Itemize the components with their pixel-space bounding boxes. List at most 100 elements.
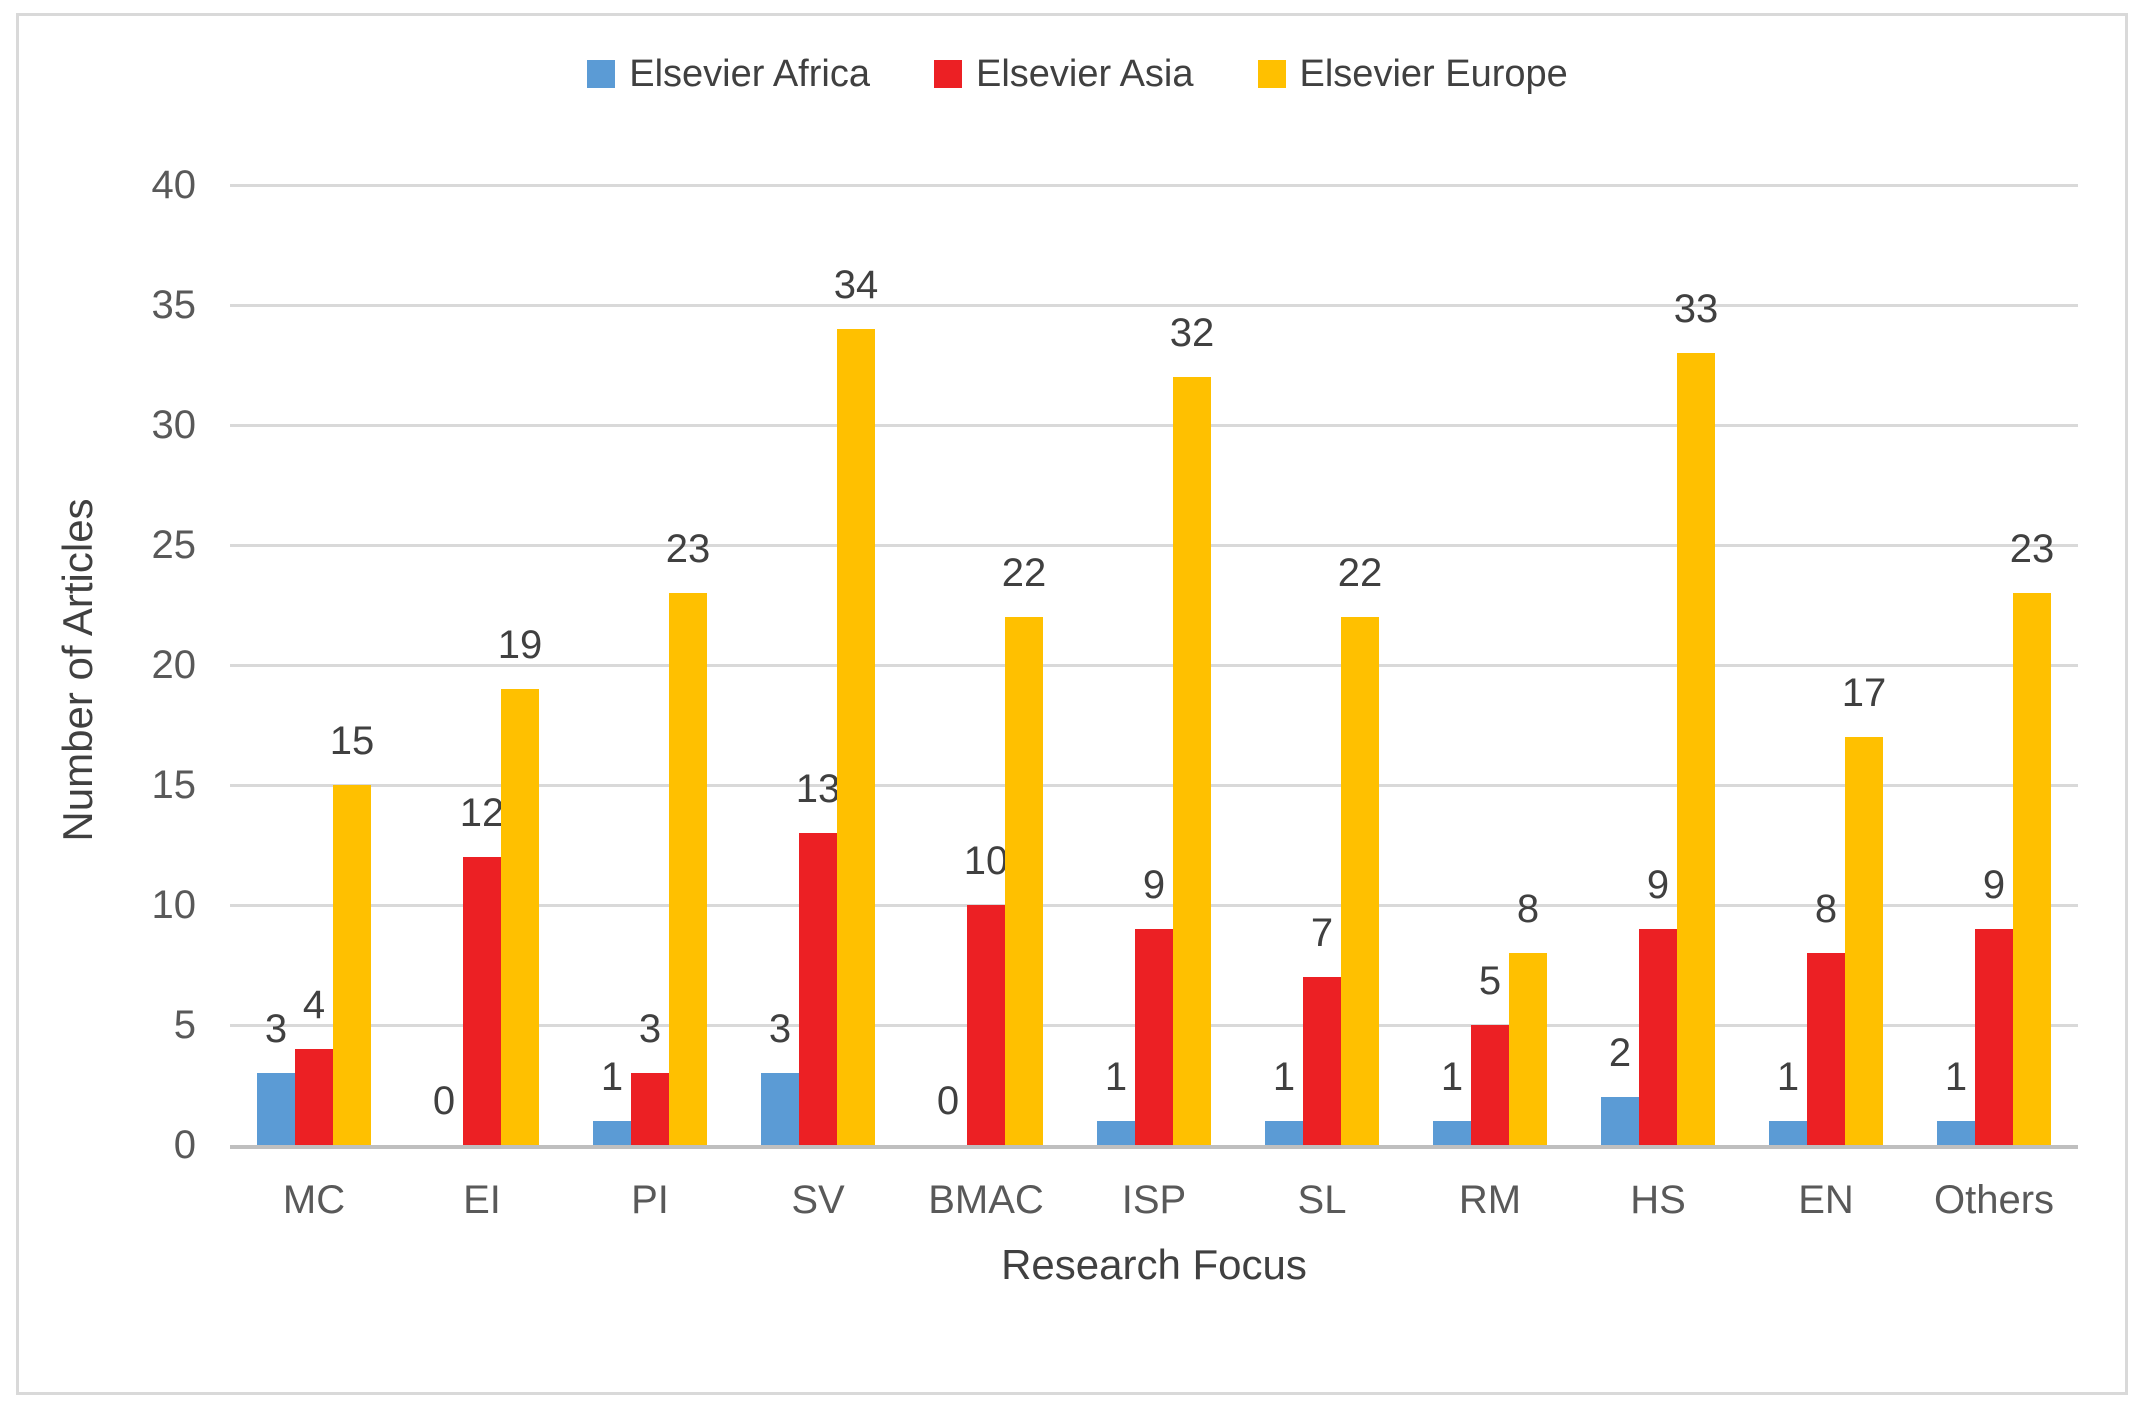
bar-value-label-elsevier-africa-sl: 1 (1272, 1055, 1296, 1099)
x-category-label-en: EN (1798, 1178, 1854, 1222)
bar-elsevier-europe-en (1845, 737, 1883, 1145)
x-category-label-rm: RM (1458, 1178, 1522, 1222)
bar-elsevier-europe-sv (837, 329, 875, 1145)
y-tick-label-25: 25 (151, 523, 197, 567)
legend-label-elsevier-africa: Elsevier Africa (629, 52, 870, 95)
bar-value-label-elsevier-asia-bmac: 10 (963, 839, 1009, 883)
bar-value-label-elsevier-africa-hs: 2 (1608, 1031, 1632, 1075)
bar-elsevier-asia-mc (295, 1049, 333, 1145)
plot-area: 3 4 15 0 12 19 1 3 23 3 13 34 0 10 22 1 9 32 1 7 22 1 5 8 2 9 33 1 8… (230, 161, 2078, 1161)
bar-value-label-elsevier-asia-mc: 4 (302, 983, 326, 1027)
gridline-y-30 (230, 424, 2078, 427)
gridline-y-25 (230, 544, 2078, 547)
bar-value-label-elsevier-europe-mc: 15 (329, 719, 375, 763)
bar-value-label-elsevier-europe-rm: 8 (1516, 887, 1540, 931)
bar-value-label-elsevier-asia-isp: 9 (1142, 863, 1166, 907)
bar-value-label-elsevier-africa-isp: 1 (1104, 1055, 1128, 1099)
bar-elsevier-europe-pi (669, 593, 707, 1145)
bar-elsevier-europe-ei (501, 689, 539, 1145)
bar-elsevier-asia-others (1975, 929, 2013, 1145)
bar-elsevier-europe-others (2013, 593, 2051, 1145)
bar-value-label-elsevier-africa-rm: 1 (1440, 1055, 1464, 1099)
x-category-label-hs: HS (1630, 1178, 1686, 1222)
bar-value-label-elsevier-asia-en: 8 (1814, 887, 1838, 931)
bar-elsevier-europe-mc (333, 785, 371, 1145)
bar-value-label-elsevier-europe-en: 17 (1841, 671, 1887, 715)
bar-elsevier-asia-bmac (967, 905, 1005, 1145)
y-tick-label-0: 0 (173, 1123, 196, 1167)
bar-elsevier-africa-isp (1097, 1121, 1135, 1145)
legend: Elsevier Africa Elsevier Asia Elsevier Eur… (0, 50, 2155, 98)
y-tick-label-20: 20 (151, 643, 197, 687)
bar-elsevier-asia-ei (463, 857, 501, 1145)
bar-value-label-elsevier-europe-others: 23 (2009, 527, 2055, 571)
bar-elsevier-africa-hs (1601, 1097, 1639, 1145)
bar-value-label-elsevier-asia-rm: 5 (1478, 959, 1502, 1003)
legend-item-elsevier-africa: Elsevier Africa (587, 53, 870, 96)
legend-swatch-elsevier-europe (1257, 60, 1286, 88)
bar-value-label-elsevier-asia-ei: 12 (459, 791, 505, 835)
gridline-y-35 (230, 304, 2078, 307)
bar-elsevier-africa-pi (593, 1121, 631, 1145)
bar-elsevier-africa-sl (1265, 1121, 1303, 1145)
x-category-label-sl: SL (1297, 1178, 1347, 1222)
bar-value-label-elsevier-africa-mc: 3 (264, 1007, 288, 1051)
bar-elsevier-asia-sl (1303, 977, 1341, 1145)
y-tick-label-10: 10 (151, 883, 197, 927)
legend-label-elsevier-europe: Elsevier Europe (1299, 52, 1568, 95)
legend-item-elsevier-asia: Elsevier Asia (933, 52, 1194, 96)
y-tick-label-30: 30 (151, 403, 197, 447)
bar-value-label-elsevier-europe-sl: 22 (1337, 551, 1383, 595)
x-category-label-mc: MC (282, 1178, 346, 1222)
bar-value-label-elsevier-africa-bmac: 0 (936, 1079, 960, 1123)
bar-value-label-elsevier-asia-sl: 7 (1310, 911, 1334, 955)
bar-elsevier-asia-rm (1471, 1025, 1509, 1145)
x-category-label-isp: ISP (1121, 1178, 1187, 1222)
x-category-label-others: Others (1933, 1178, 2055, 1222)
x-category-label-pi: PI (631, 1178, 669, 1222)
bar-value-label-elsevier-europe-isp: 32 (1169, 311, 1215, 355)
x-category-label-sv: SV (791, 1178, 845, 1222)
bar-elsevier-europe-rm (1509, 953, 1547, 1145)
bar-value-label-elsevier-africa-pi: 1 (600, 1055, 624, 1099)
bar-elsevier-asia-hs (1639, 929, 1677, 1145)
bar-elsevier-africa-others (1937, 1121, 1975, 1145)
x-category-label-bmac: BMAC (928, 1178, 1044, 1222)
bar-elsevier-europe-isp (1173, 377, 1211, 1145)
y-tick-label-40: 40 (151, 163, 197, 207)
bar-elsevier-africa-mc (257, 1073, 295, 1145)
bar-value-label-elsevier-asia-sv: 13 (795, 767, 841, 811)
bar-value-label-elsevier-asia-others: 9 (1982, 863, 2006, 907)
legend-item-elsevier-europe: Elsevier Europe (1257, 52, 1568, 96)
legend-label-elsevier-asia: Elsevier Asia (975, 52, 1194, 95)
bar-elsevier-africa-en (1769, 1121, 1807, 1145)
legend-swatch-elsevier-africa (587, 60, 616, 88)
bar-value-label-elsevier-europe-bmac: 22 (1001, 551, 1047, 595)
bar-elsevier-europe-sl (1341, 617, 1379, 1145)
bar-elsevier-asia-pi (631, 1073, 669, 1145)
bar-elsevier-africa-rm (1433, 1121, 1471, 1145)
legend-swatch-elsevier-asia (933, 60, 962, 88)
gridline-y-15 (230, 784, 2078, 787)
bar-value-label-elsevier-africa-others: 1 (1944, 1055, 1968, 1099)
gridline-y-20 (230, 664, 2078, 667)
bar-elsevier-europe-hs (1677, 353, 1715, 1145)
y-tick-label-5: 5 (173, 1003, 196, 1047)
x-axis-title: Research Focus (1001, 1241, 1307, 1288)
bar-elsevier-asia-isp (1135, 929, 1173, 1145)
y-tick-label-15: 15 (151, 763, 197, 807)
bar-value-label-elsevier-asia-pi: 3 (638, 1007, 662, 1051)
x-axis-line (230, 1145, 2078, 1149)
x-category-label-ei: EI (463, 1178, 501, 1222)
bar-value-label-elsevier-europe-pi: 23 (665, 527, 711, 571)
bar-elsevier-asia-en (1807, 953, 1845, 1145)
bar-value-label-elsevier-africa-ei: 0 (432, 1079, 456, 1123)
gridline-y-40 (230, 184, 2078, 187)
y-tick-label-35: 35 (151, 283, 197, 327)
bar-elsevier-europe-bmac (1005, 617, 1043, 1145)
bar-elsevier-asia-sv (799, 833, 837, 1145)
bar-value-label-elsevier-asia-hs: 9 (1646, 863, 1670, 907)
gridline-y-10 (230, 904, 2078, 907)
bar-value-label-elsevier-africa-en: 1 (1776, 1055, 1800, 1099)
